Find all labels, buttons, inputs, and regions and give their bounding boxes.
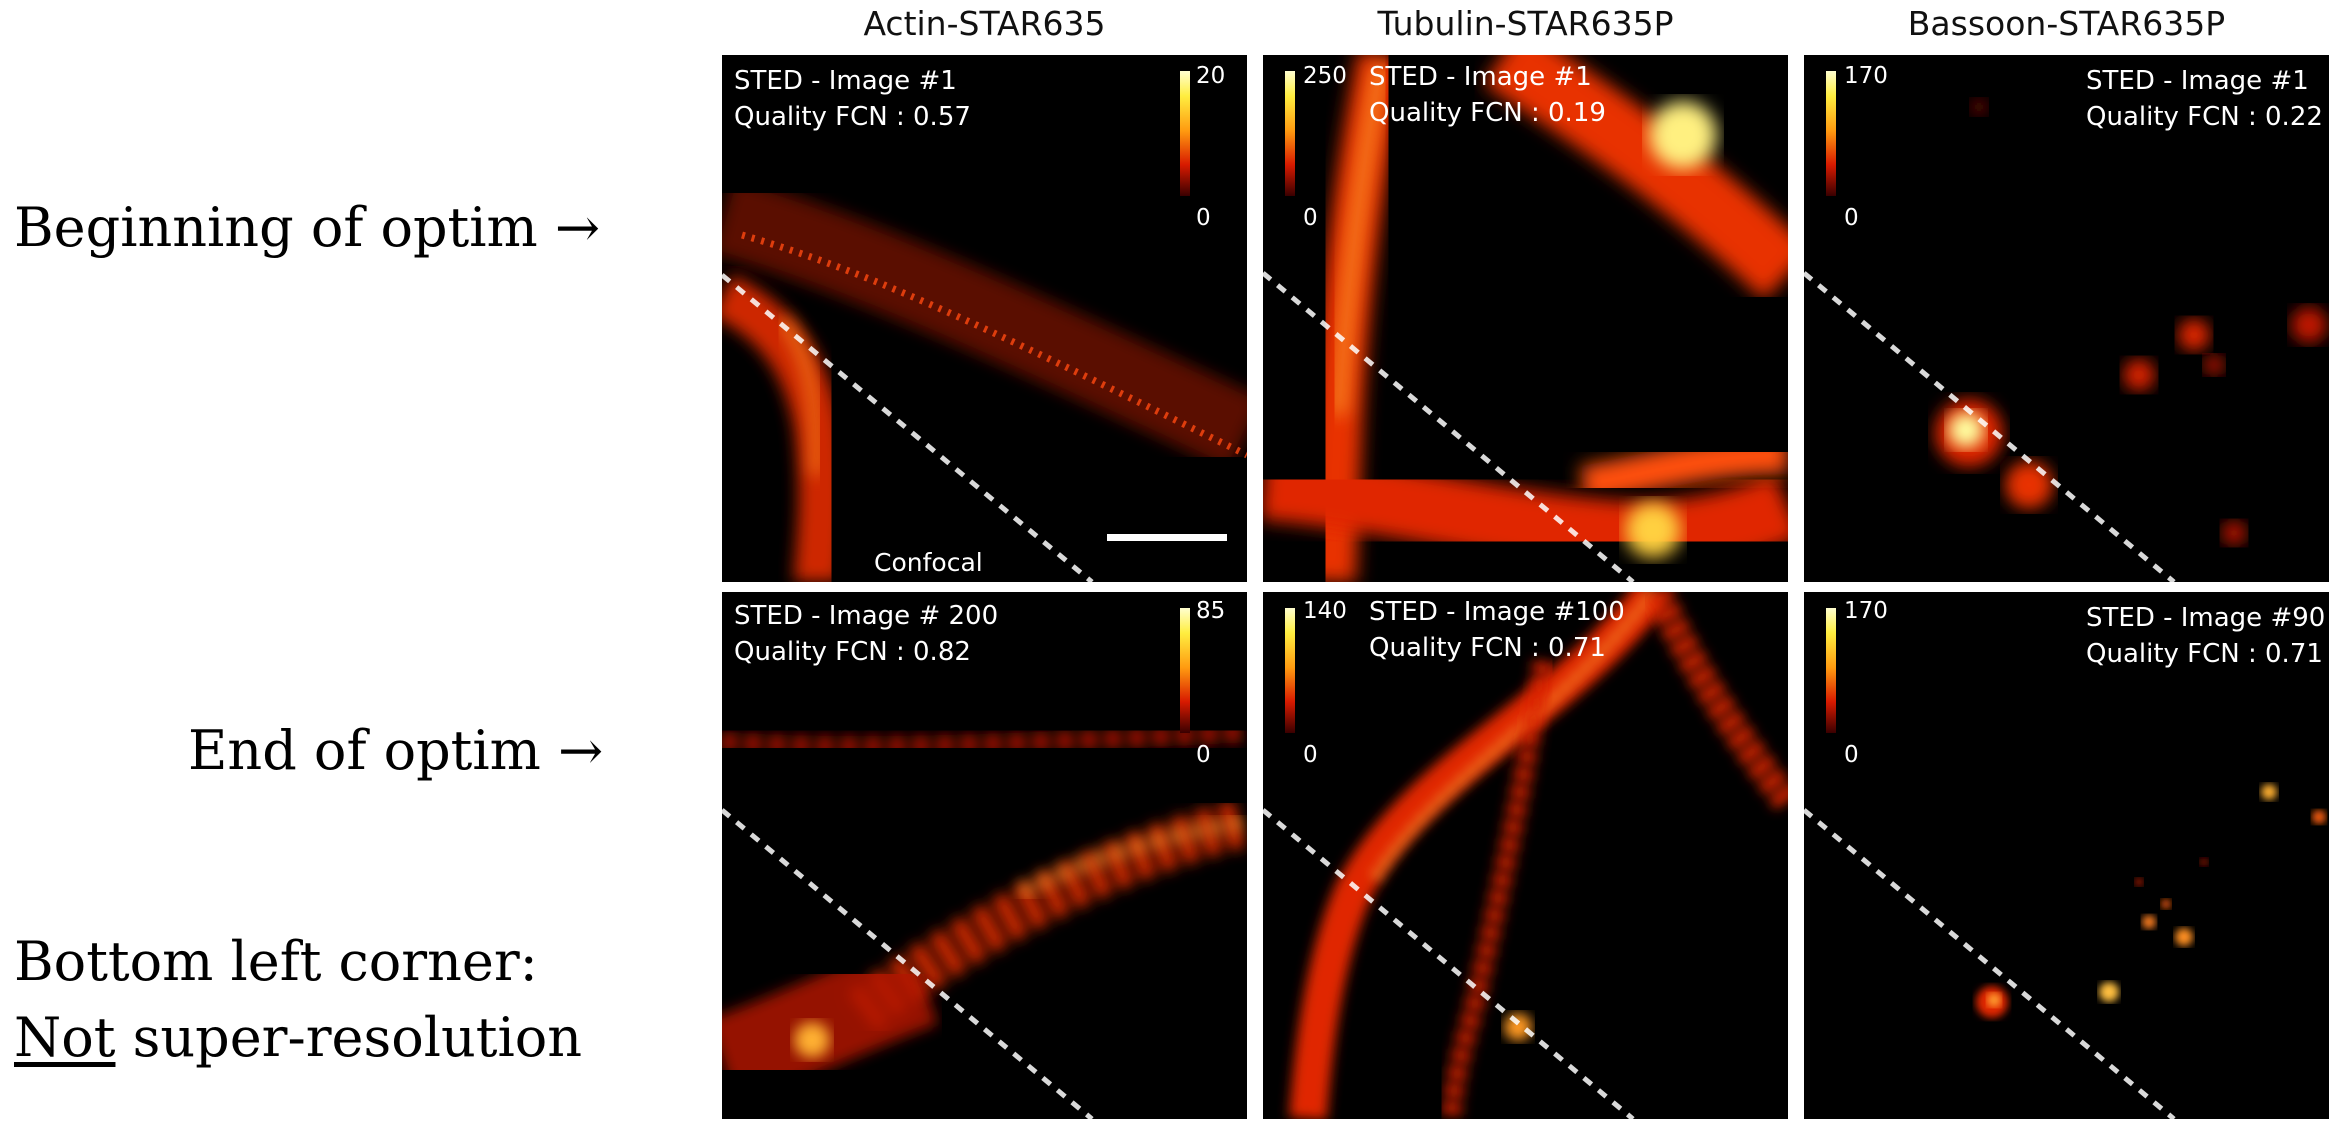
actin-end-image (722, 722, 1247, 1119)
quality-score: Quality FCN : 0.57 (734, 102, 971, 132)
column-title-actin: Actin-STAR635 (863, 4, 1106, 43)
quality-score: Quality FCN : 0.71 (1369, 633, 1606, 663)
colorbar (1826, 608, 1836, 733)
note-rest: super-resolution (115, 1006, 583, 1069)
colorbar-min-label: 0 (1196, 742, 1211, 768)
colorbar-min-label: 0 (1303, 205, 1318, 231)
colorbar-max-label: 250 (1303, 63, 1347, 89)
image-number: STED - Image #1 (1369, 62, 1592, 92)
panel-tubulin-beginning: 250 0 STED - Image #1 Quality FCN : 0.19 (1263, 55, 1788, 582)
colorbar-max-label: 85 (1196, 598, 1226, 624)
image-number: STED - Image #1 (734, 66, 957, 96)
colorbar (1180, 71, 1190, 196)
colorbar (1285, 608, 1295, 733)
panel-actin-beginning: STED - Image #1 Quality FCN : 0.57 20 0 … (722, 55, 1247, 582)
image-number: STED - Image #100 (1369, 597, 1625, 627)
note-underlined-word: Not (14, 1006, 116, 1069)
tubulin-beginning-image (1263, 55, 1788, 582)
row-label-beginning: Beginning of optim → (14, 196, 601, 259)
panel-actin-end: STED - Image # 200 Quality FCN : 0.82 85… (722, 592, 1247, 1119)
panel-bassoon-end: 170 0 STED - Image #90 Quality FCN : 0.7… (1804, 592, 2329, 1119)
bassoon-end-image (1804, 784, 2326, 1119)
colorbar-min-label: 0 (1844, 742, 1859, 768)
row-label-end: End of optim → (188, 719, 604, 782)
actin-beginning-image (722, 176, 1247, 582)
colorbar-min-label: 0 (1196, 205, 1211, 231)
note-line-2: Not super-resolution (14, 1006, 582, 1069)
image-number: STED - Image #90 (2086, 603, 2326, 633)
column-title-bassoon: Bassoon-STAR635P (1907, 4, 2226, 43)
colorbar-max-label: 140 (1303, 598, 1347, 624)
quality-score: Quality FCN : 0.71 (2086, 639, 2323, 669)
colorbar-min-label: 0 (1844, 205, 1859, 231)
panel-tubulin-end: 140 0 STED - Image #100 Quality FCN : 0.… (1263, 592, 1788, 1119)
bassoon-beginning-image (1804, 99, 2327, 582)
colorbar (1180, 608, 1190, 733)
tubulin-end-image (1263, 592, 1788, 1119)
confocal-label: Confocal (874, 548, 983, 577)
image-number: STED - Image #1 (2086, 66, 2309, 96)
colorbar-max-label: 170 (1844, 598, 1888, 624)
note-line-1: Bottom left corner: (14, 930, 538, 993)
colorbar (1285, 71, 1295, 196)
colorbar (1826, 71, 1836, 196)
colorbar-max-label: 20 (1196, 63, 1226, 89)
quality-score: Quality FCN : 0.22 (2086, 102, 2323, 132)
colorbar-min-label: 0 (1303, 742, 1318, 768)
quality-score: Quality FCN : 0.82 (734, 637, 971, 667)
quality-score: Quality FCN : 0.19 (1369, 98, 1606, 128)
image-number: STED - Image # 200 (734, 601, 999, 631)
panel-bassoon-beginning: 170 0 STED - Image #1 Quality FCN : 0.22 (1804, 55, 2329, 582)
colorbar-max-label: 170 (1844, 63, 1888, 89)
column-title-tubulin: Tubulin-STAR635P (1377, 4, 1674, 43)
